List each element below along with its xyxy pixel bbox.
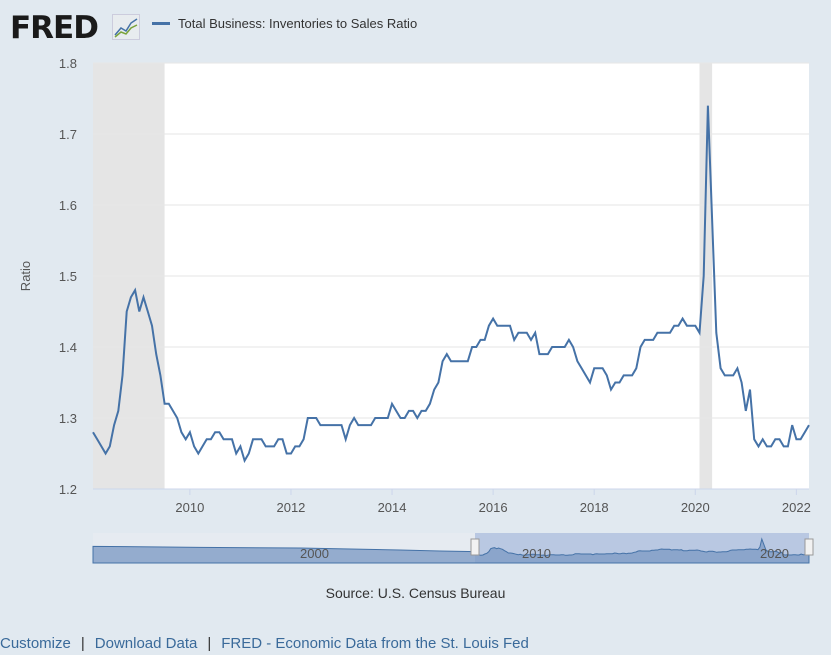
x-tick-label: 2018 [580,500,609,515]
customize-link[interactable]: Customize [0,635,71,652]
navigator[interactable]: 2000 2010 2020 [92,533,814,564]
legend-label: Total Business: Inventories to Sales Rat… [178,16,418,31]
chart: 1.2 1.3 1.4 1.5 1.6 1.7 1.8 2010 2012 2014 2016 20… [18,56,814,564]
navigator-label: 2000 [300,546,329,561]
y-tick-label: 1.5 [59,269,77,284]
x-tick-label: 2016 [479,500,508,515]
footer-links: Customize | Download Data | FRED - Economic … [0,635,529,652]
x-tick-label: 2020 [681,500,710,515]
navigator-right-handle[interactable] [804,538,814,556]
y-tick-label: 1.4 [59,340,77,355]
fred-logo[interactable]: FRED [10,10,99,46]
y-tick-label: 1.3 [59,411,77,426]
legend-item[interactable]: Total Business: Inventories to Sales Rat… [152,16,417,31]
navigator-left-handle[interactable] [470,538,480,556]
y-tick-label: 1.7 [59,127,77,142]
navigator-label: 2010 [522,546,551,561]
download-data-link[interactable]: Download Data [94,635,198,652]
fred-chart-icon [112,14,140,40]
y-tick-label: 1.2 [59,482,77,497]
y-tick-label: 1.8 [59,56,77,71]
source-note: Source: U.S. Census Bureau [325,585,506,601]
x-tick-label: 2012 [276,500,305,515]
separator: | [80,635,85,652]
x-tick-label: 2022 [782,500,811,515]
x-tick-label: 2014 [378,500,407,515]
series-line[interactable] [92,105,810,464]
navigator-label: 2020 [760,546,789,561]
navigator-series [92,537,810,564]
y-axis-label: Ratio [18,261,33,291]
legend-swatch [152,22,170,25]
separator: | [207,635,212,652]
y-tick-label: 1.6 [59,198,77,213]
x-tick-label: 2010 [175,500,204,515]
fred-home-link[interactable]: FRED - Economic Data from the St. Louis … [221,635,529,652]
